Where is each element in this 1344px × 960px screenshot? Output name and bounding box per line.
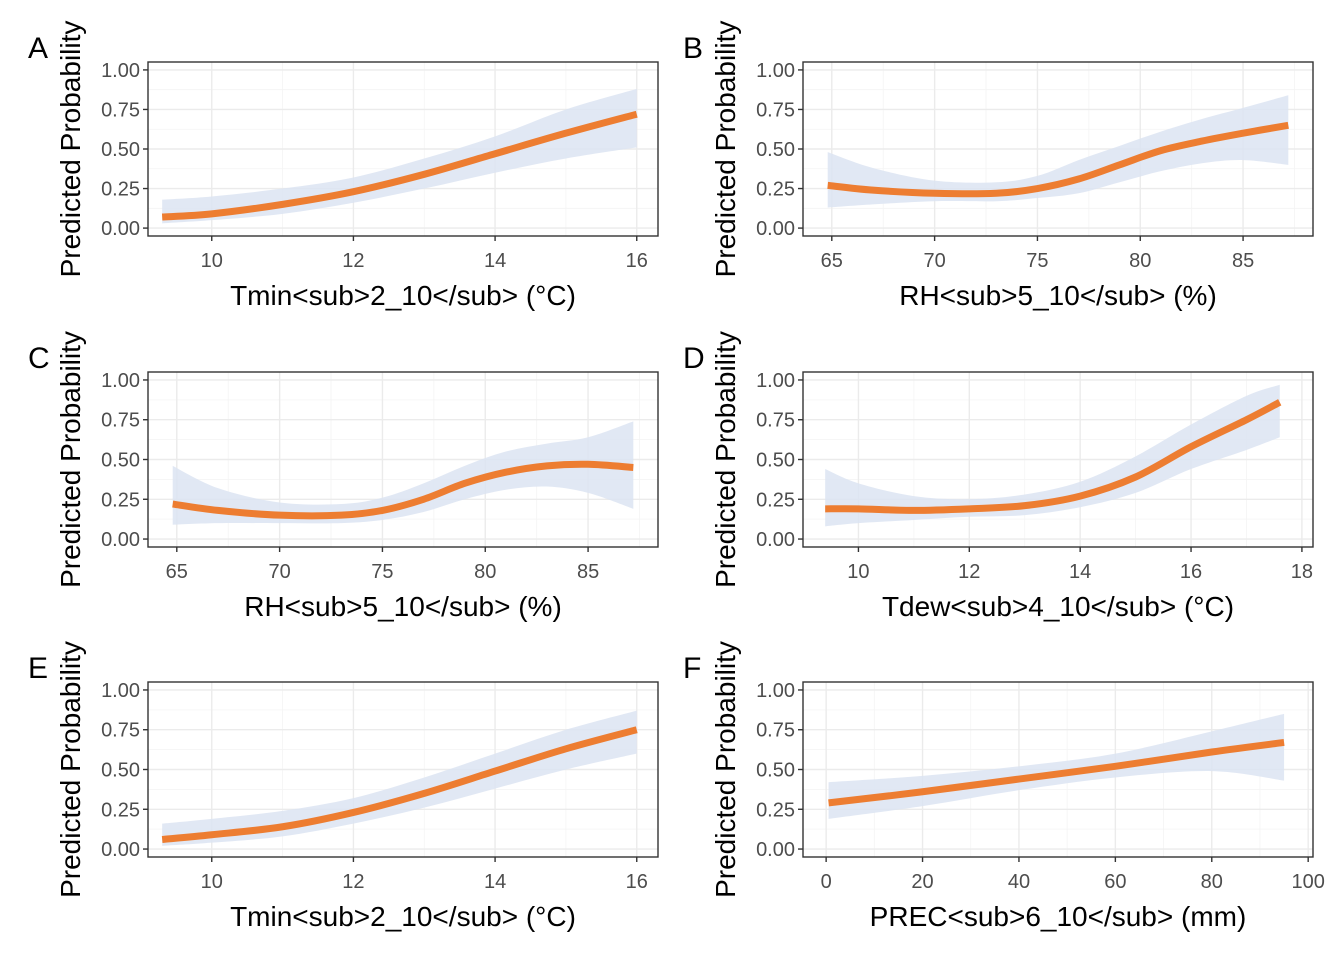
y-tick-label: 0.75: [756, 99, 795, 121]
x-tick-label: 10: [847, 561, 869, 583]
panel-e-confidence-band: [162, 710, 637, 846]
y-tick-label: 0.25: [756, 489, 795, 511]
x-tick-label: 10: [201, 250, 223, 272]
y-tick-label: 0.25: [101, 489, 140, 511]
panel-c: 0.00 0.25 0.50 0.75 1.00 65 70 75 80 85 RH<sub>5_1…: [28, 331, 659, 622]
x-tick-label: 80: [1201, 871, 1223, 893]
y-tick-label: 0.50: [756, 139, 795, 161]
panel-b: 0.00 0.25 0.50 0.75 1.00 65 70 75 80 85 RH<sub>5_1…: [683, 21, 1314, 311]
y-tick-label: 1.00: [101, 370, 140, 392]
y-tick-label: 0.25: [101, 799, 140, 821]
panel-b-grid: [803, 62, 1313, 236]
panel-letter: F: [683, 652, 701, 685]
y-tick-label: 0.25: [101, 179, 140, 201]
y-tick-label: 1.00: [101, 680, 140, 702]
x-tick-label: 0: [821, 871, 832, 893]
y-axis-title: Predicted Probability: [710, 331, 741, 588]
panel-letter: C: [28, 342, 50, 375]
x-axis-title: PREC<sub>6_10</sub> (mm): [870, 901, 1247, 932]
y-tick-label: 0.00: [756, 839, 795, 861]
x-tick-label: 80: [1129, 250, 1151, 272]
x-tick-label: 75: [371, 561, 393, 583]
y-tick-label: 0.25: [756, 179, 795, 201]
y-tick-label: 0.25: [756, 799, 795, 821]
x-axis-title: RH<sub>5_10</sub> (%): [244, 591, 562, 622]
panel-letter: A: [28, 32, 48, 65]
y-tick-label: 0.00: [101, 529, 140, 551]
x-tick-label: 10: [201, 871, 223, 893]
y-tick-label: 0.50: [101, 139, 140, 161]
x-tick-label: 20: [911, 871, 933, 893]
x-tick-label: 85: [1232, 250, 1254, 272]
x-tick-label: 100: [1291, 871, 1324, 893]
x-tick-label: 75: [1026, 250, 1048, 272]
y-tick-label: 0.75: [756, 410, 795, 432]
x-axis-title: RH<sub>5_10</sub> (%): [899, 280, 1217, 311]
panel-a-fit-line: [161, 110, 638, 221]
panel-e-fit-line: [161, 726, 638, 843]
y-tick-label: 0.75: [101, 410, 140, 432]
x-tick-label: 14: [484, 871, 506, 893]
panel-letter: B: [683, 32, 703, 65]
y-tick-label: 1.00: [756, 60, 795, 82]
y-tick-label: 0.50: [101, 450, 140, 472]
y-tick-label: 0.50: [101, 760, 140, 782]
panel-a-confidence-band: [162, 88, 637, 224]
x-tick-label: 16: [1180, 561, 1202, 583]
x-tick-label: 60: [1104, 871, 1126, 893]
panel-d: 0.00 0.25 0.50 0.75 1.00 10 12 14 16 18 Tdew<sub>4…: [683, 331, 1314, 622]
x-axis-title: Tmin<sub>2_10</sub> (°C): [230, 280, 576, 311]
panel-f-fit-line: [828, 738, 1285, 807]
y-tick-label: 1.00: [756, 370, 795, 392]
x-tick-label: 65: [166, 561, 188, 583]
y-tick-label: 0.00: [101, 218, 140, 240]
panel-f: 0.00 0.25 0.50 0.75 1.00 0 20 40 60 80 100 PREC<sub…: [683, 641, 1325, 932]
y-tick-label: 1.00: [101, 60, 140, 82]
y-tick-label: 0.75: [101, 99, 140, 121]
x-tick-label: 12: [958, 561, 980, 583]
x-axis-title: Tdew<sub>4_10</sub> (°C): [882, 591, 1234, 622]
y-axis-title: Predicted Probability: [55, 21, 86, 278]
x-tick-label: 85: [577, 561, 599, 583]
y-tick-label: 0.75: [101, 720, 140, 742]
x-tick-label: 18: [1291, 561, 1313, 583]
panel-e: 0.00 0.25 0.50 0.75 1.00 10 12 14 16 Tmin<sub>2_1…: [28, 641, 659, 932]
panel-letter: E: [28, 652, 48, 685]
y-axis-title: Predicted Probability: [710, 21, 741, 278]
x-tick-label: 12: [342, 871, 364, 893]
y-tick-label: 1.00: [756, 680, 795, 702]
y-tick-label: 0.50: [756, 450, 795, 472]
x-tick-label: 12: [342, 250, 364, 272]
panel-d-fit-line: [825, 399, 1282, 514]
y-tick-label: 0.00: [756, 218, 795, 240]
x-tick-label: 16: [626, 871, 648, 893]
panel-a: 0.00 0.25 0.50 0.75 1.00 10 12 14 16 Tmin<sub>2_1…: [28, 21, 659, 311]
x-tick-label: 14: [1069, 561, 1091, 583]
y-axis-title: Predicted Probability: [710, 641, 741, 898]
x-tick-label: 40: [1008, 871, 1030, 893]
y-tick-label: 0.00: [101, 839, 140, 861]
x-tick-label: 65: [821, 250, 843, 272]
y-tick-label: 0.75: [756, 720, 795, 742]
y-axis-title: Predicted Probability: [55, 641, 86, 898]
panel-c-fit-line: [172, 460, 634, 520]
y-tick-label: 0.50: [756, 760, 795, 782]
x-tick-label: 80: [474, 561, 496, 583]
x-tick-label: 70: [268, 561, 290, 583]
x-tick-label: 14: [484, 250, 506, 272]
x-axis-title: Tmin<sub>2_10</sub> (°C): [230, 901, 576, 932]
panel-b-fit-line: [827, 121, 1289, 198]
x-tick-label: 70: [923, 250, 945, 272]
x-tick-label: 16: [626, 250, 648, 272]
y-axis-title: Predicted Probability: [55, 331, 86, 588]
y-tick-label: 0.00: [756, 529, 795, 551]
panel-letter: D: [683, 342, 705, 375]
